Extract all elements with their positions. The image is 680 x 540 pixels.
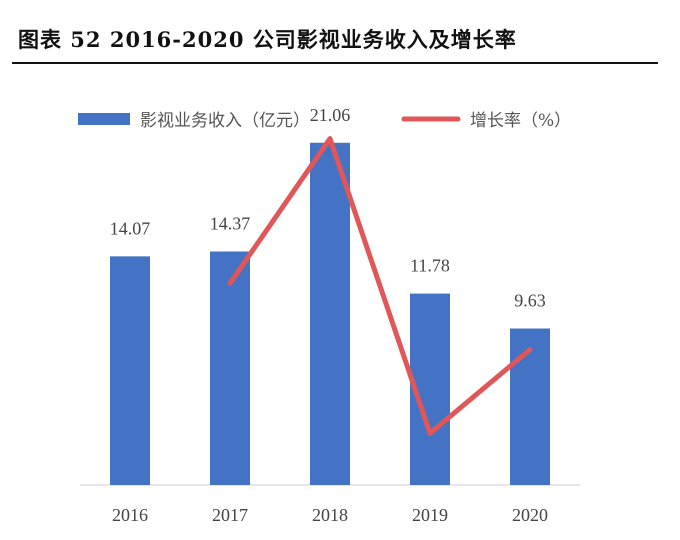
bar-value-label-2017: 14.37	[210, 213, 251, 233]
figure-header: 图表 52 2016-2020 公司影视业务收入及增长率	[12, 10, 658, 64]
bars	[110, 142, 550, 485]
legend-bar-swatch	[78, 113, 130, 125]
bar-2020	[510, 328, 550, 485]
growth-rate-line	[227, 136, 533, 436]
bar-value-label-2020: 9.63	[514, 291, 546, 311]
x-tick-label-2020: 2020	[512, 505, 548, 525]
bar-value-label-2016: 14.07	[110, 218, 151, 238]
x-tick-label-2018: 2018	[312, 505, 348, 525]
legend: 影视业务收入（亿元） 增长率（%）	[78, 111, 571, 131]
bar-2016	[110, 256, 150, 485]
growth-line-group	[227, 136, 533, 436]
bar-value-label-2018: 21.06	[310, 105, 351, 125]
x-tick-label-2019: 2019	[412, 505, 448, 525]
legend-bar-label: 影视业务收入（亿元）	[140, 111, 310, 131]
x-tick-label-2016: 2016	[112, 505, 148, 525]
x-tick-label-2017: 2017	[212, 505, 248, 525]
legend-line-label: 增长率（%）	[470, 111, 571, 131]
bar-2018	[310, 142, 350, 485]
data-labels: 14.07 14.37 21.06 11.78 9.63	[110, 105, 546, 311]
bar-2017	[210, 251, 250, 485]
x-ticks: 2016 2017 2018 2019 2020	[112, 505, 548, 525]
figure-title: 图表 52 2016-2020 公司影视业务收入及增长率	[18, 27, 517, 52]
bar-value-label-2019: 11.78	[410, 256, 450, 276]
